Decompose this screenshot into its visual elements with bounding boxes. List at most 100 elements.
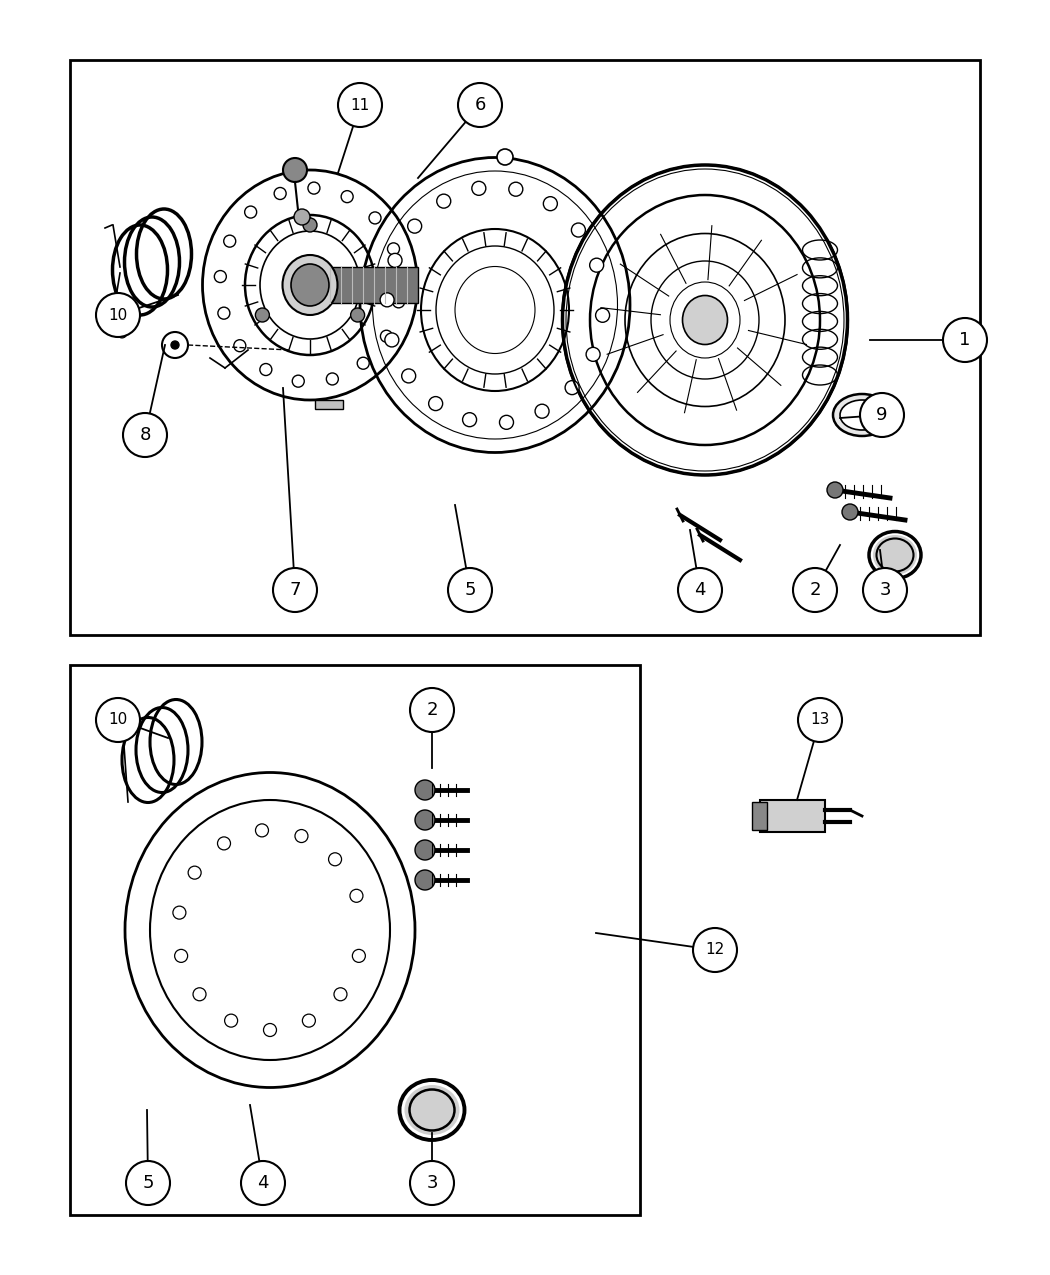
Circle shape bbox=[338, 83, 382, 128]
Circle shape bbox=[112, 324, 122, 334]
Circle shape bbox=[437, 194, 450, 208]
Circle shape bbox=[171, 340, 178, 349]
Circle shape bbox=[571, 223, 586, 237]
Circle shape bbox=[509, 182, 523, 196]
Text: 11: 11 bbox=[351, 97, 370, 112]
Circle shape bbox=[327, 374, 338, 385]
Circle shape bbox=[590, 258, 604, 272]
Circle shape bbox=[255, 824, 269, 836]
Circle shape bbox=[173, 907, 186, 919]
Circle shape bbox=[471, 181, 486, 195]
Circle shape bbox=[415, 810, 435, 830]
Circle shape bbox=[274, 187, 287, 199]
Circle shape bbox=[224, 235, 235, 247]
Text: 13: 13 bbox=[811, 713, 830, 728]
Circle shape bbox=[860, 393, 904, 437]
Circle shape bbox=[410, 688, 454, 732]
Circle shape bbox=[351, 309, 364, 323]
Circle shape bbox=[273, 567, 317, 612]
Text: 7: 7 bbox=[289, 581, 300, 599]
Circle shape bbox=[350, 889, 363, 903]
Circle shape bbox=[428, 397, 443, 411]
Circle shape bbox=[284, 158, 307, 182]
Text: 5: 5 bbox=[142, 1174, 153, 1192]
Circle shape bbox=[295, 830, 308, 843]
Text: 9: 9 bbox=[877, 405, 887, 425]
Circle shape bbox=[463, 413, 477, 427]
Circle shape bbox=[218, 307, 230, 319]
Bar bbox=[752, 802, 766, 830]
Text: 10: 10 bbox=[108, 307, 128, 323]
Circle shape bbox=[107, 320, 117, 330]
Text: 8: 8 bbox=[140, 426, 151, 444]
Circle shape bbox=[863, 567, 907, 612]
Circle shape bbox=[448, 567, 492, 612]
Circle shape bbox=[380, 330, 393, 342]
Ellipse shape bbox=[873, 536, 917, 575]
Circle shape bbox=[693, 928, 737, 972]
Circle shape bbox=[842, 504, 858, 520]
Circle shape bbox=[500, 416, 513, 430]
Circle shape bbox=[385, 333, 399, 347]
Circle shape bbox=[259, 363, 272, 376]
Ellipse shape bbox=[682, 296, 728, 344]
Circle shape bbox=[415, 870, 435, 890]
Ellipse shape bbox=[833, 394, 891, 436]
Circle shape bbox=[380, 293, 394, 307]
Circle shape bbox=[303, 218, 317, 232]
Circle shape bbox=[174, 950, 188, 963]
Circle shape bbox=[387, 242, 399, 255]
Bar bbox=[760, 799, 825, 833]
Circle shape bbox=[678, 567, 722, 612]
Text: 4: 4 bbox=[257, 1174, 269, 1192]
Circle shape bbox=[415, 780, 435, 799]
Circle shape bbox=[943, 317, 987, 362]
Circle shape bbox=[415, 840, 435, 861]
Text: 6: 6 bbox=[475, 96, 486, 113]
Circle shape bbox=[264, 1024, 276, 1037]
Circle shape bbox=[255, 309, 270, 323]
Circle shape bbox=[798, 697, 842, 742]
Circle shape bbox=[334, 988, 346, 1001]
Circle shape bbox=[341, 191, 353, 203]
Circle shape bbox=[329, 853, 341, 866]
Circle shape bbox=[117, 328, 127, 338]
Text: 10: 10 bbox=[108, 713, 128, 728]
Circle shape bbox=[96, 697, 140, 742]
Bar bbox=[315, 400, 343, 409]
Circle shape bbox=[497, 149, 513, 164]
Bar bbox=[70, 60, 980, 635]
Circle shape bbox=[234, 339, 246, 352]
Text: 1: 1 bbox=[960, 332, 970, 349]
Circle shape bbox=[402, 368, 416, 382]
Circle shape bbox=[595, 309, 610, 323]
Text: 12: 12 bbox=[706, 942, 724, 958]
Bar bbox=[70, 666, 640, 1215]
Text: 5: 5 bbox=[464, 581, 476, 599]
Circle shape bbox=[410, 1162, 454, 1205]
Circle shape bbox=[543, 196, 558, 210]
Circle shape bbox=[162, 332, 188, 358]
Circle shape bbox=[308, 182, 320, 194]
Text: 4: 4 bbox=[694, 581, 706, 599]
Ellipse shape bbox=[840, 400, 884, 430]
Ellipse shape bbox=[282, 255, 337, 315]
Circle shape bbox=[123, 413, 167, 456]
Circle shape bbox=[536, 404, 549, 418]
Circle shape bbox=[369, 212, 381, 224]
Circle shape bbox=[827, 482, 843, 499]
Circle shape bbox=[126, 1162, 170, 1205]
Text: 3: 3 bbox=[426, 1174, 438, 1192]
Circle shape bbox=[793, 567, 837, 612]
Circle shape bbox=[294, 209, 310, 224]
Circle shape bbox=[193, 988, 206, 1001]
Ellipse shape bbox=[291, 264, 329, 306]
Circle shape bbox=[245, 207, 256, 218]
Circle shape bbox=[242, 1162, 285, 1205]
Circle shape bbox=[353, 950, 365, 963]
Circle shape bbox=[388, 254, 402, 268]
Circle shape bbox=[586, 347, 601, 361]
Circle shape bbox=[188, 866, 202, 880]
Text: 2: 2 bbox=[426, 701, 438, 719]
Circle shape bbox=[357, 357, 370, 370]
